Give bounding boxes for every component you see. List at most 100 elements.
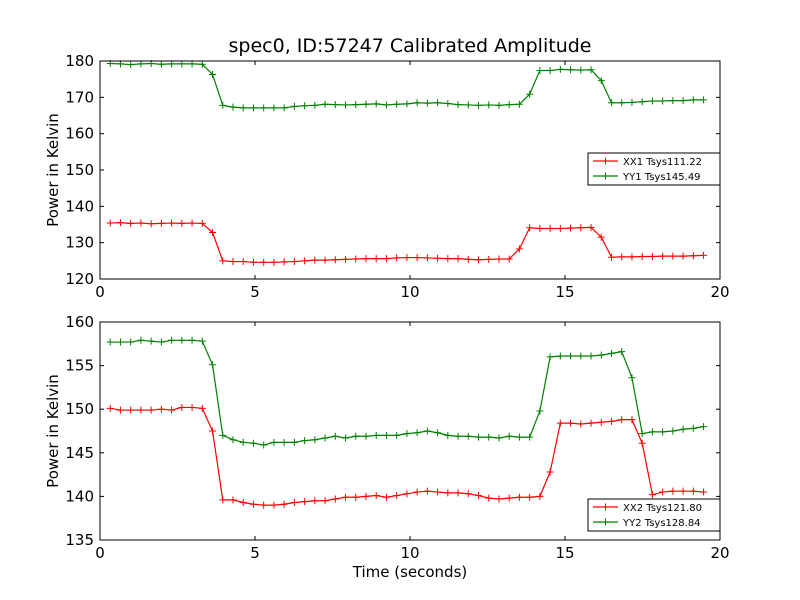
data-point [454, 255, 462, 263]
x-axis-label: Time (seconds) [352, 563, 468, 581]
data-point [475, 433, 483, 441]
x-tick-label: 10 [400, 283, 419, 301]
data-point [321, 434, 329, 442]
data-point [249, 104, 257, 112]
data-point [198, 219, 206, 227]
data-point [475, 256, 483, 264]
data-point [689, 424, 697, 432]
data-point [556, 352, 564, 360]
legend-label: YY1 Tsys145.49 [622, 172, 701, 183]
data-point [219, 496, 227, 504]
data-point [648, 428, 656, 436]
data-point [239, 499, 247, 507]
data-point [209, 228, 217, 236]
data-point [669, 427, 677, 435]
data-point [648, 97, 656, 105]
bottom-panel: 0 5 10 15 20 135 140 145 150 155 160 Power in Kelvi… [44, 313, 730, 581]
data-point [587, 419, 595, 427]
data-point [659, 428, 667, 436]
data-point [536, 492, 544, 500]
data-point [423, 99, 431, 107]
data-point [618, 99, 626, 107]
data-point [669, 487, 677, 495]
data-point [689, 252, 697, 260]
data-point [393, 431, 401, 439]
data-point [311, 256, 319, 264]
y-tick-label: 120 [65, 270, 94, 288]
data-point [608, 99, 615, 107]
data-point [198, 60, 206, 68]
legend-label: YY2 Tsys128.84 [622, 518, 701, 529]
data-point [577, 66, 585, 74]
data-point [260, 501, 268, 509]
data-point [321, 256, 329, 264]
data-point [587, 66, 595, 74]
data-point [454, 489, 462, 497]
data-point [290, 438, 298, 446]
data-point [597, 233, 605, 241]
data-point [382, 101, 390, 109]
data-point [700, 488, 708, 496]
data-point [270, 258, 278, 266]
data-point [157, 60, 165, 68]
data-point [659, 488, 667, 496]
data-point [127, 61, 135, 69]
data-point [178, 403, 186, 411]
data-point [587, 223, 595, 231]
data-point [382, 255, 390, 263]
y-tick-label: 135 [65, 531, 94, 549]
data-point [648, 491, 656, 499]
data-point [229, 103, 237, 111]
y-tick-label: 160 [65, 313, 94, 331]
data-point [342, 434, 350, 442]
data-point [249, 500, 257, 508]
data-point [526, 90, 534, 98]
data-point [260, 104, 268, 112]
data-point [700, 251, 708, 259]
y-tick-label: 170 [65, 88, 94, 106]
data-point [495, 255, 503, 263]
data-point [618, 253, 626, 261]
data-point [567, 224, 575, 232]
data-point [260, 258, 268, 266]
data-point [280, 258, 288, 266]
data-point [454, 101, 462, 109]
data-point [618, 348, 626, 356]
data-point [485, 101, 493, 109]
data-point [495, 101, 503, 109]
legend-label: XX1 Tsys111.22 [623, 157, 702, 168]
data-point [188, 336, 196, 344]
data-point [515, 100, 523, 108]
data-point [116, 219, 124, 227]
data-point [362, 255, 370, 263]
data-point [352, 101, 360, 109]
data-point [536, 66, 544, 74]
data-point [515, 493, 523, 501]
data-point [536, 224, 544, 232]
data-point [444, 255, 452, 263]
x-tick-label: 15 [555, 283, 574, 301]
data-point [342, 101, 350, 109]
data-point [342, 255, 350, 263]
data-point [505, 494, 513, 502]
data-point [106, 338, 114, 346]
chart-title: spec0, ID:57247 Calibrated Amplitude [229, 35, 592, 57]
data-point [556, 224, 564, 232]
x-tick-label: 20 [710, 283, 729, 301]
legend-box [587, 498, 721, 532]
data-point [638, 439, 646, 447]
data-point [219, 257, 227, 265]
data-point [515, 245, 523, 253]
data-point [608, 349, 615, 357]
top-panel: 0 5 10 15 20 120 130 140 150 160 170 180 Power in Ke… [44, 52, 730, 301]
data-point [116, 406, 124, 414]
data-point [700, 96, 708, 104]
data-point [239, 258, 247, 266]
data-point [485, 433, 493, 441]
y-tick-label: 145 [65, 444, 94, 462]
data-point [577, 352, 585, 360]
legend-label: XX2 Tsys121.80 [623, 503, 702, 514]
data-point [280, 500, 288, 508]
data-point [301, 102, 309, 110]
data-point [700, 423, 708, 431]
